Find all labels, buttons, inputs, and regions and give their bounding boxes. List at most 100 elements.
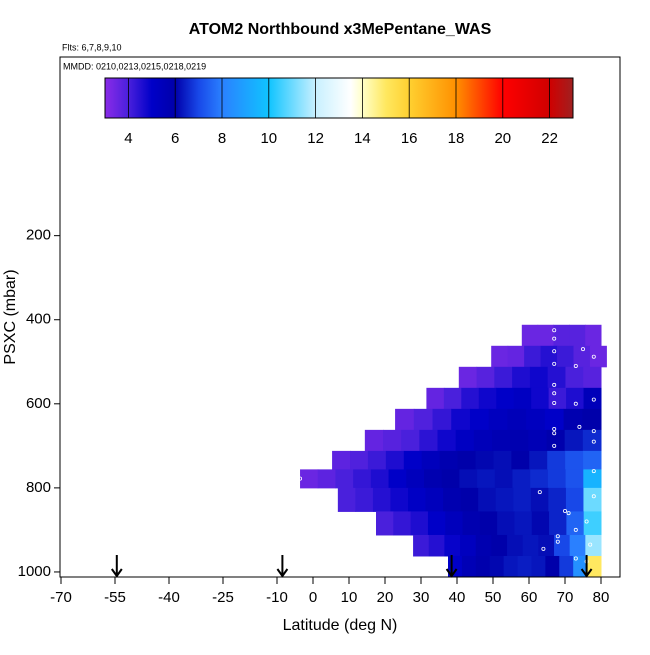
sample-point bbox=[552, 336, 557, 341]
cell bbox=[488, 408, 508, 431]
sample-point bbox=[555, 534, 560, 539]
y-axis-label: PSXC (mbar) bbox=[2, 269, 19, 364]
cell bbox=[492, 429, 511, 452]
sample-point bbox=[552, 328, 557, 333]
flight-arrow bbox=[445, 555, 458, 578]
cell bbox=[353, 469, 372, 489]
sample-point bbox=[537, 490, 542, 495]
cell bbox=[521, 324, 539, 347]
cell bbox=[413, 534, 430, 557]
cell bbox=[563, 408, 583, 431]
sample-point bbox=[552, 382, 557, 387]
cell bbox=[390, 487, 409, 512]
cell bbox=[437, 429, 457, 452]
x-tick-label: 70 bbox=[557, 589, 574, 606]
cell bbox=[335, 469, 354, 489]
cell bbox=[547, 469, 567, 489]
cell bbox=[439, 450, 459, 470]
sample-point bbox=[573, 401, 578, 406]
y-tick-label: 400 bbox=[26, 311, 51, 328]
cell bbox=[393, 511, 412, 536]
cell bbox=[507, 408, 527, 431]
subtitle: Flts: 6,7,8,9,10 bbox=[62, 42, 122, 52]
x-tick-label: 0 bbox=[309, 589, 317, 606]
x-tick-label: 60 bbox=[521, 589, 538, 606]
cell bbox=[461, 555, 477, 578]
cell bbox=[548, 387, 567, 410]
sample-point bbox=[581, 347, 586, 352]
colorbar-tick-label: 12 bbox=[307, 130, 324, 147]
y-tick-label: 800 bbox=[26, 479, 51, 496]
sample-point bbox=[591, 354, 596, 359]
cell bbox=[476, 366, 495, 389]
cell bbox=[510, 429, 529, 452]
sample-point bbox=[591, 397, 596, 402]
x-tick-label: 30 bbox=[413, 589, 430, 606]
cell bbox=[529, 450, 548, 470]
sample-point bbox=[573, 556, 578, 561]
cell bbox=[479, 511, 498, 536]
cell bbox=[494, 366, 513, 389]
cell bbox=[557, 345, 574, 368]
cell bbox=[443, 487, 462, 512]
cell bbox=[507, 534, 524, 557]
sample-point bbox=[552, 349, 557, 354]
cell bbox=[583, 450, 602, 470]
x-tick-label: -70 bbox=[50, 589, 72, 606]
cell bbox=[565, 487, 584, 512]
sample-point bbox=[573, 527, 578, 532]
flight-arrow bbox=[110, 555, 123, 578]
cell bbox=[494, 469, 513, 489]
cell bbox=[546, 429, 566, 452]
cell bbox=[573, 345, 591, 368]
cell bbox=[376, 511, 394, 536]
sample-point bbox=[552, 431, 557, 436]
cell bbox=[547, 450, 566, 470]
cell bbox=[425, 487, 444, 512]
cell bbox=[406, 469, 425, 489]
cell bbox=[300, 469, 319, 489]
cell bbox=[432, 408, 452, 431]
cell bbox=[403, 450, 423, 470]
cell bbox=[583, 366, 602, 389]
cell bbox=[473, 429, 493, 452]
cell bbox=[544, 408, 565, 431]
cell bbox=[457, 450, 477, 470]
cell bbox=[585, 324, 602, 347]
cell bbox=[582, 408, 602, 431]
sample-point bbox=[552, 400, 557, 405]
cell bbox=[529, 366, 549, 389]
sample-point bbox=[552, 361, 557, 366]
cell bbox=[566, 387, 585, 410]
cell bbox=[459, 469, 478, 489]
cell bbox=[583, 487, 602, 512]
cell bbox=[497, 511, 515, 536]
cell bbox=[388, 469, 407, 489]
x-axis-label: Latitude (deg N) bbox=[283, 617, 398, 634]
cell bbox=[426, 387, 445, 410]
cell bbox=[545, 555, 560, 578]
cell bbox=[507, 345, 525, 368]
sample-point bbox=[573, 363, 578, 368]
cell bbox=[444, 534, 461, 557]
cell bbox=[585, 534, 602, 557]
cell bbox=[537, 324, 554, 347]
cell bbox=[583, 469, 602, 489]
colorbar-tick-label: 18 bbox=[448, 130, 465, 147]
cell bbox=[531, 387, 550, 410]
sample-point bbox=[541, 546, 546, 551]
cell bbox=[317, 469, 336, 489]
y-tick-label: 200 bbox=[26, 227, 51, 244]
cell bbox=[370, 469, 390, 489]
cell bbox=[383, 429, 402, 452]
cell bbox=[547, 366, 566, 389]
cell bbox=[511, 450, 530, 470]
cell bbox=[455, 429, 475, 452]
cell bbox=[478, 487, 497, 512]
cell bbox=[410, 511, 429, 536]
cell bbox=[513, 487, 532, 512]
cell bbox=[522, 534, 539, 557]
cell bbox=[461, 387, 480, 410]
cell bbox=[458, 366, 478, 389]
